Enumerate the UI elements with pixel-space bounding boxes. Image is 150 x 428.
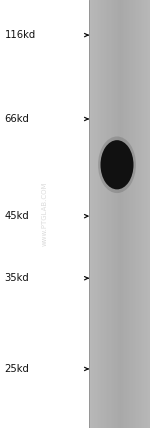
- Ellipse shape: [103, 144, 131, 186]
- Bar: [91, 0, 92, 428]
- Bar: [121, 0, 123, 428]
- Bar: [111, 0, 112, 428]
- Bar: [103, 0, 104, 428]
- Bar: [138, 0, 139, 428]
- Bar: [100, 0, 101, 428]
- Bar: [115, 0, 117, 428]
- Bar: [112, 0, 114, 428]
- Bar: [124, 0, 126, 428]
- Bar: [144, 0, 146, 428]
- Bar: [130, 0, 132, 428]
- Bar: [139, 0, 141, 428]
- Text: 116kd: 116kd: [4, 30, 36, 40]
- Bar: [106, 0, 108, 428]
- Bar: [95, 0, 97, 428]
- Bar: [132, 0, 133, 428]
- Bar: [98, 0, 100, 428]
- Text: 45kd: 45kd: [4, 211, 29, 221]
- Bar: [126, 0, 127, 428]
- Bar: [118, 0, 120, 428]
- Bar: [142, 0, 144, 428]
- Bar: [141, 0, 142, 428]
- Bar: [136, 0, 138, 428]
- Bar: [129, 0, 130, 428]
- Bar: [101, 0, 103, 428]
- Text: 35kd: 35kd: [4, 273, 29, 283]
- Bar: [148, 0, 150, 428]
- Text: www.PTGLAB.COM: www.PTGLAB.COM: [42, 182, 48, 246]
- Bar: [92, 0, 94, 428]
- Bar: [146, 0, 147, 428]
- Bar: [89, 0, 91, 428]
- Bar: [117, 0, 118, 428]
- Bar: [133, 0, 135, 428]
- Bar: [123, 0, 124, 428]
- Bar: [108, 0, 109, 428]
- Bar: [94, 0, 95, 428]
- Text: 66kd: 66kd: [4, 114, 29, 124]
- Ellipse shape: [98, 137, 136, 193]
- Bar: [97, 0, 98, 428]
- Ellipse shape: [100, 140, 134, 190]
- Bar: [104, 0, 106, 428]
- Bar: [127, 0, 129, 428]
- Bar: [109, 0, 111, 428]
- Bar: [120, 0, 121, 428]
- Bar: [114, 0, 115, 428]
- Bar: [147, 0, 148, 428]
- Text: 25kd: 25kd: [4, 364, 29, 374]
- Bar: [89, 0, 150, 428]
- Bar: [135, 0, 136, 428]
